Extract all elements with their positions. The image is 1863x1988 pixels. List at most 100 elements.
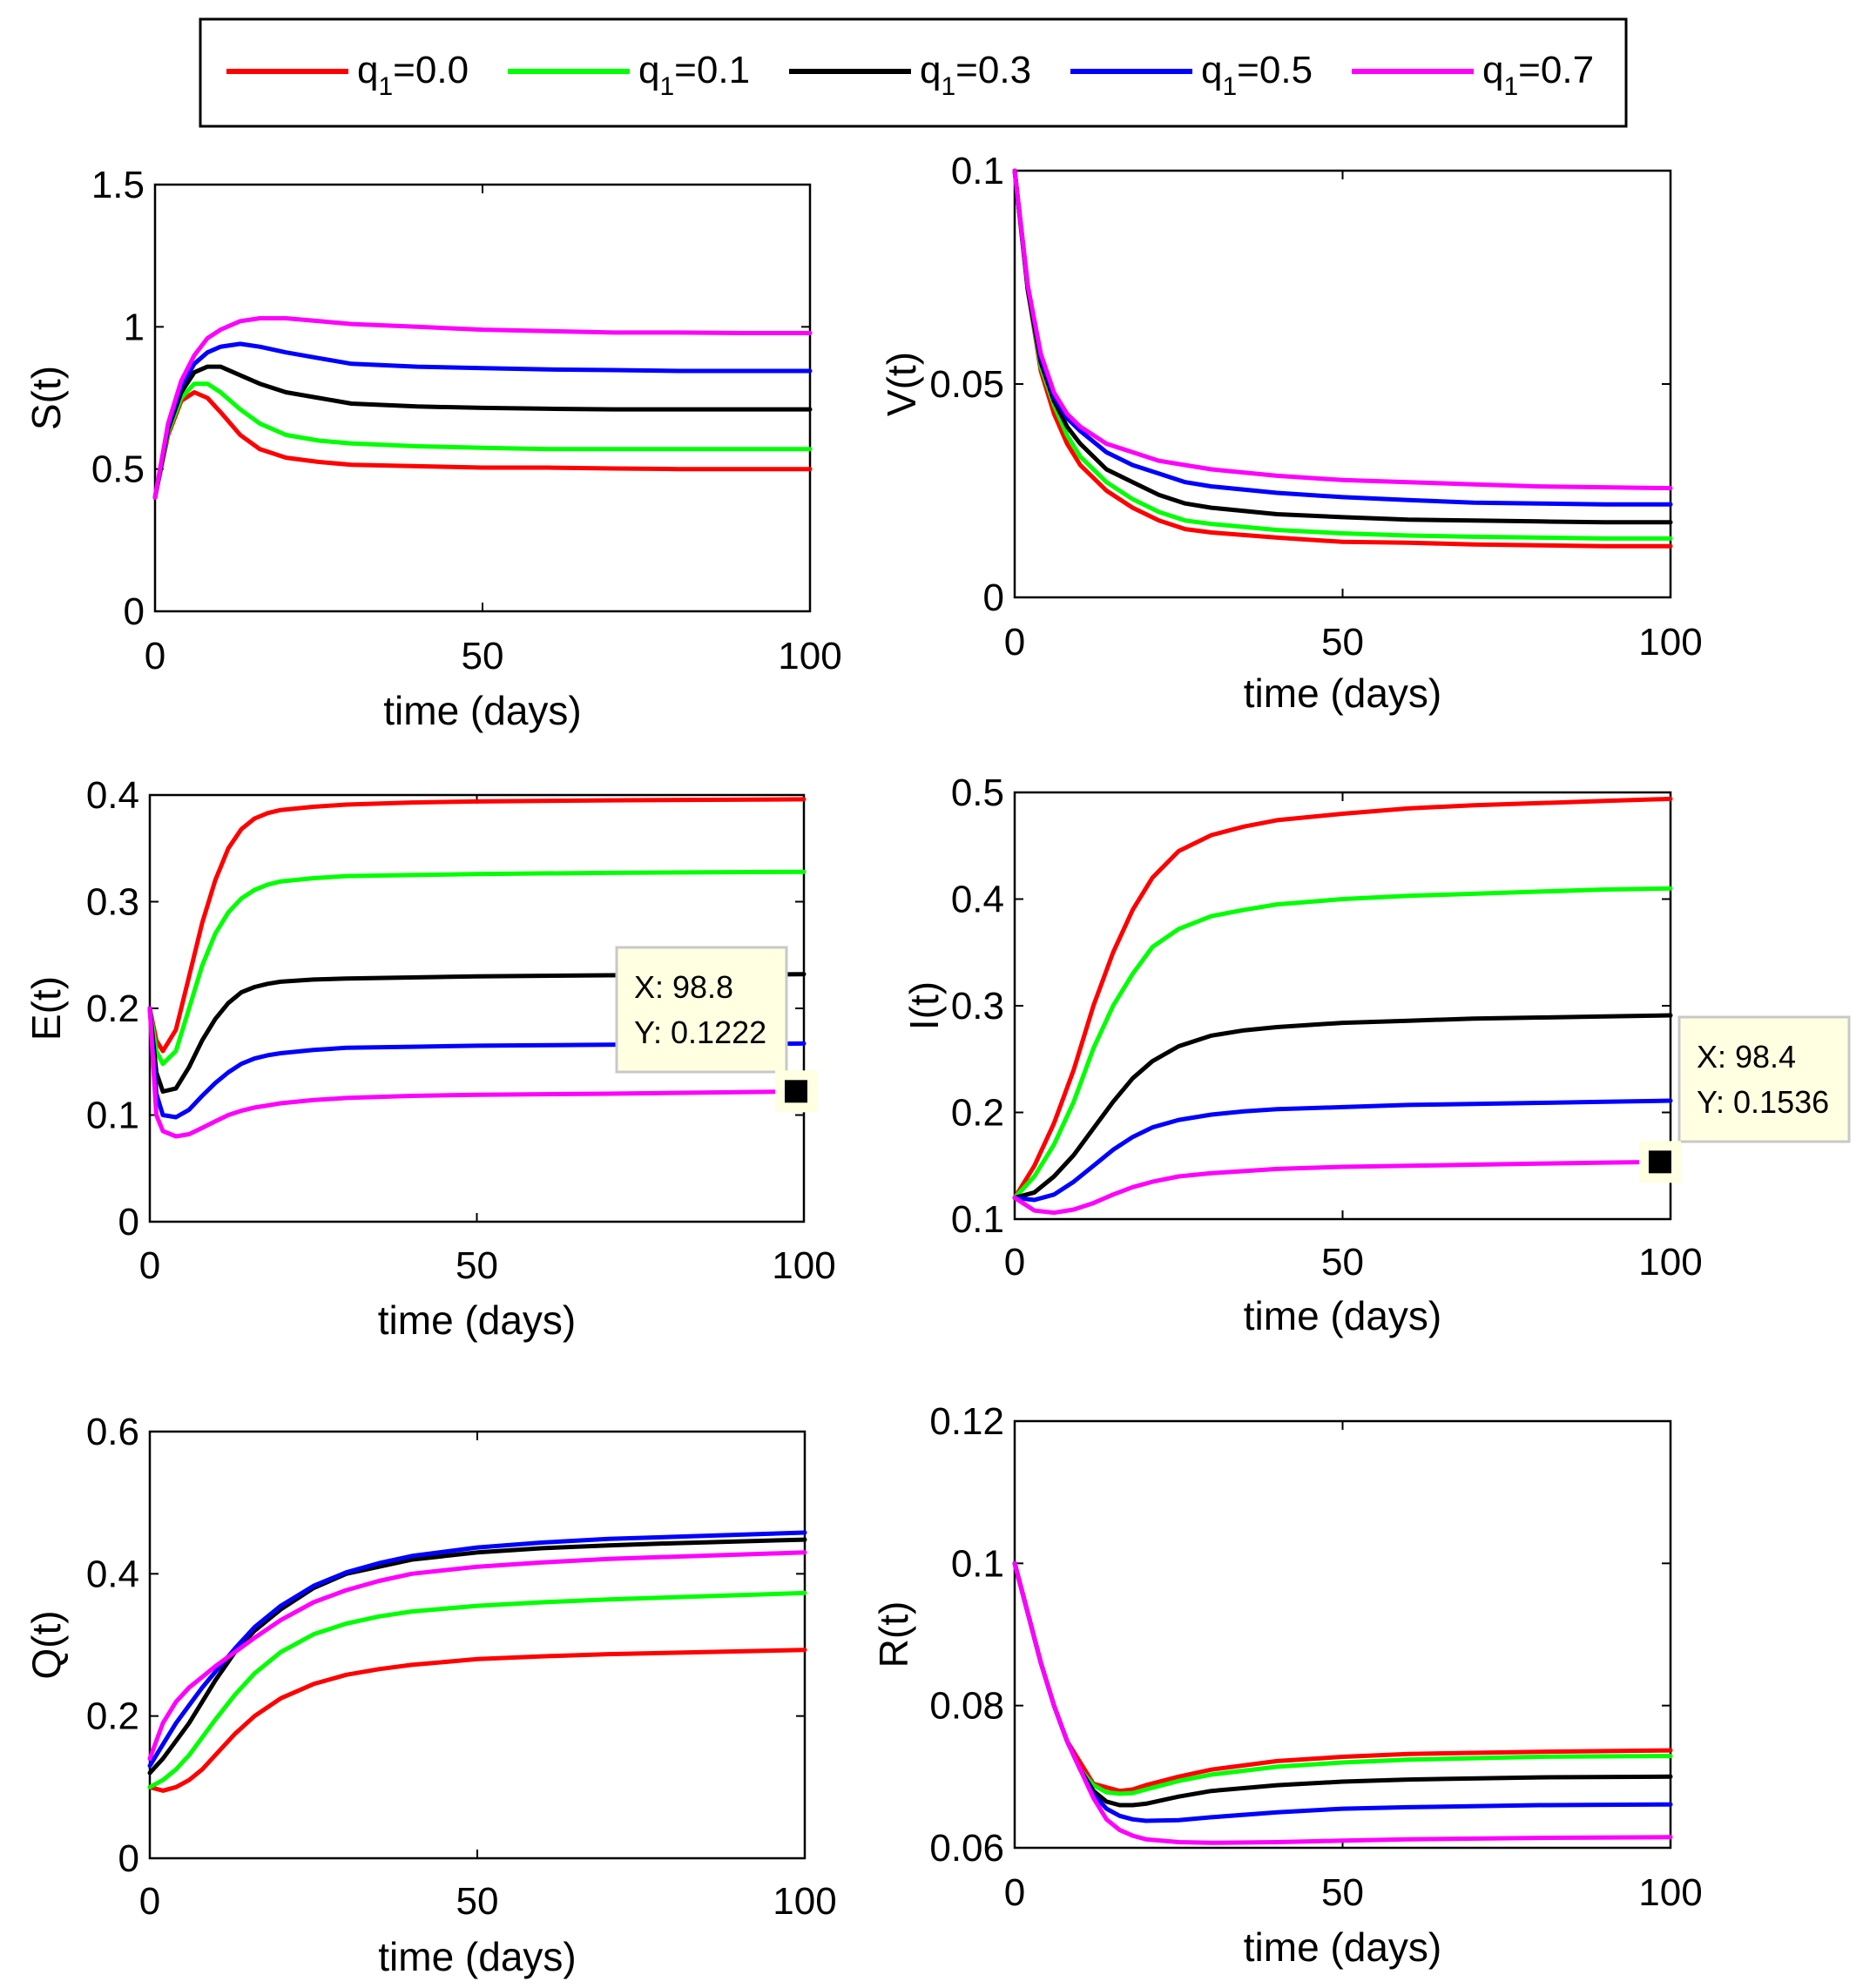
x-tick-label: 100 xyxy=(778,635,841,677)
legend-label: q1=0.1 xyxy=(638,49,750,101)
y-tick-label: 0.6 xyxy=(86,1411,139,1453)
x-tick-label: 50 xyxy=(462,635,504,677)
y-tick-label: 0.4 xyxy=(86,1553,139,1595)
y-tick-label: 0.12 xyxy=(929,1400,1004,1443)
y-axis-label: V(t) xyxy=(879,352,924,416)
series-line xyxy=(147,797,807,1054)
x-tick-label: 100 xyxy=(772,1244,835,1287)
datatip-marker[interactable] xyxy=(1648,1150,1671,1174)
chart-panel-I: 0 50 100 0.1 0.2 0.3 0.4 0.5 time (days) I(t) X: 9… xyxy=(901,772,1851,1338)
axes-frame-I xyxy=(1013,791,1672,1221)
y-tick-label: 0 xyxy=(118,1201,139,1243)
series-line xyxy=(147,1550,807,1762)
series-line xyxy=(147,1006,807,1120)
series-line xyxy=(147,972,807,1094)
x-axis-label: time (days) xyxy=(378,1934,576,1979)
x-tick-label: 100 xyxy=(1638,621,1702,664)
y-tick-label: 0.4 xyxy=(86,774,139,817)
series-line xyxy=(1012,1560,1673,1845)
y-tick-label: 0.06 xyxy=(929,1827,1004,1870)
datatip-box xyxy=(1677,1015,1851,1143)
y-tick-label: 0.1 xyxy=(951,150,1004,192)
legend-label: q1=0.3 xyxy=(920,49,1031,101)
x-tick-label: 100 xyxy=(1638,1871,1702,1914)
legend-item: q1=0.7 xyxy=(1352,49,1594,101)
series-line xyxy=(152,364,813,500)
x-axis-label: time (days) xyxy=(1244,1293,1441,1338)
chart-panel-Q: 0 50 100 0 0.2 0.4 0.6 time (days) Q(t) xyxy=(24,1411,837,1979)
y-tick-label: 0.2 xyxy=(86,1695,139,1738)
legend-label: q1=0.5 xyxy=(1201,49,1313,101)
y-tick-label: 0.2 xyxy=(86,987,139,1030)
x-tick-label: 0 xyxy=(139,1880,160,1923)
datatip-marker[interactable] xyxy=(784,1080,807,1103)
series-line xyxy=(1012,168,1673,491)
chart-panel-E: 0 50 100 0 0.1 0.2 0.3 0.4 time (days) E(t) X: 98.… xyxy=(24,774,836,1343)
series-line xyxy=(147,1590,807,1789)
legend: q1=0.0 q1=0.1 q1=0.3 q1=0.5 q1=0.7 xyxy=(199,17,1628,128)
series-line xyxy=(152,316,813,500)
series-line xyxy=(147,1648,807,1793)
legend-label: q1=0.7 xyxy=(1482,49,1594,101)
x-tick-label: 50 xyxy=(1321,1871,1364,1914)
x-axis-label: time (days) xyxy=(383,688,581,733)
y-tick-label: 0.08 xyxy=(929,1685,1004,1728)
series-line xyxy=(147,1006,807,1139)
series-line xyxy=(147,1537,807,1776)
y-axis-label: Q(t) xyxy=(24,1610,69,1679)
y-tick-label: 0 xyxy=(118,1837,139,1880)
y-tick-label: 0.05 xyxy=(929,363,1004,406)
y-tick-label: 0.1 xyxy=(951,1198,1004,1241)
legend-label: q1=0.0 xyxy=(357,49,469,101)
y-tick-label: 0.2 xyxy=(951,1092,1004,1135)
legend-item: q1=0.5 xyxy=(1070,49,1313,101)
y-axis-label: R(t) xyxy=(871,1601,916,1668)
datatip-box xyxy=(615,946,788,1074)
axes-frame-Q xyxy=(148,1430,807,1860)
x-tick-label: 0 xyxy=(145,635,165,677)
legend-item: q1=0.0 xyxy=(226,49,469,101)
y-tick-label: 1.5 xyxy=(91,164,145,206)
series-line xyxy=(1012,1098,1673,1203)
x-tick-label: 0 xyxy=(139,1244,160,1287)
y-tick-label: 0.3 xyxy=(951,985,1004,1028)
y-tick-label: 0 xyxy=(124,590,145,633)
x-tick-label: 100 xyxy=(1638,1241,1702,1284)
y-tick-label: 0.3 xyxy=(86,881,139,924)
y-tick-label: 0.5 xyxy=(91,448,145,491)
datatip-y-text: Y: 0.1222 xyxy=(634,1014,766,1050)
y-axis-label: I(t) xyxy=(901,981,947,1030)
y-axis-label: E(t) xyxy=(24,976,69,1041)
x-tick-label: 50 xyxy=(456,1244,498,1287)
x-tick-label: 50 xyxy=(1321,621,1364,664)
series-line xyxy=(1012,886,1673,1200)
y-tick-label: 0.4 xyxy=(951,879,1004,921)
axes-frame-S xyxy=(153,183,812,613)
y-tick-label: 1 xyxy=(124,306,145,348)
y-tick-label: 0.1 xyxy=(951,1542,1004,1585)
series-line xyxy=(1012,1159,1673,1216)
chart-panel-R: 0 50 100 0.06 0.08 0.1 0.12 time (days) R(t) xyxy=(871,1400,1703,1970)
y-tick-label: 0.5 xyxy=(951,772,1004,814)
chart-panel-S: 0 50 100 0 0.5 1 1.5 time (days) S(t) xyxy=(24,164,842,733)
datatip[interactable]: X: 98.4 Y: 0.1536 xyxy=(1638,1015,1851,1183)
x-tick-label: 50 xyxy=(1321,1241,1364,1284)
series-line xyxy=(152,390,813,500)
datatip[interactable]: X: 98.8 Y: 0.1222 xyxy=(615,946,817,1113)
legend-item: q1=0.3 xyxy=(789,49,1031,101)
x-tick-label: 0 xyxy=(1004,1241,1025,1284)
x-tick-label: 0 xyxy=(1004,1871,1025,1914)
x-tick-label: 0 xyxy=(1004,621,1025,664)
series-line xyxy=(1012,168,1673,549)
x-tick-label: 50 xyxy=(456,1880,499,1923)
series-line xyxy=(1012,796,1673,1200)
datatip-y-text: Y: 0.1536 xyxy=(1697,1084,1829,1120)
series-line xyxy=(152,381,813,500)
series-line xyxy=(1012,1013,1673,1200)
y-tick-label: 0 xyxy=(983,576,1004,619)
series-line xyxy=(147,1530,807,1769)
y-axis-label: S(t) xyxy=(24,366,69,430)
datatip-x-text: X: 98.8 xyxy=(634,969,733,1005)
x-axis-label: time (days) xyxy=(1244,1924,1441,1970)
